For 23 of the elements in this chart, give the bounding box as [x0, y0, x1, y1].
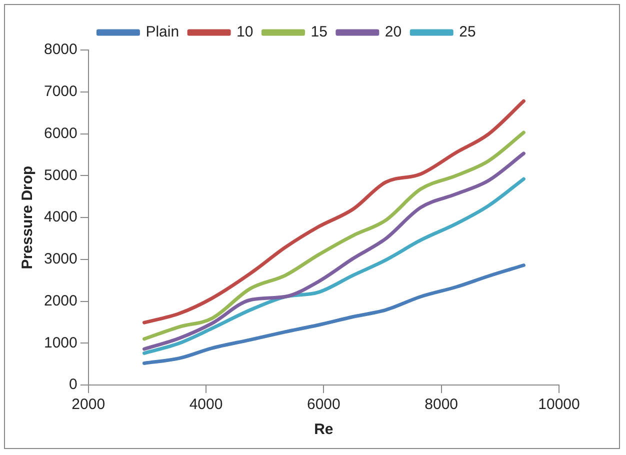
y-tick-label: 6000 [44, 124, 78, 142]
y-tick-label: 5000 [44, 166, 78, 184]
y-tick-label: 7000 [44, 83, 78, 100]
x-tick-label: 10000 [538, 396, 580, 414]
line-series [142, 99, 526, 324]
legend-label: 25 [459, 24, 476, 41]
x-tick-label: 2000 [72, 396, 106, 414]
legend-label: 20 [384, 24, 402, 41]
x-axis-title: Re [314, 421, 334, 438]
legend-label: 10 [236, 24, 254, 41]
y-tick-label: 0 [69, 376, 78, 394]
y-axis-title: Pressure Drop [19, 166, 36, 270]
y-tick-label: 1000 [44, 334, 78, 352]
x-tick-label: 6000 [306, 396, 340, 414]
y-tick-label: 2000 [44, 292, 78, 310]
legend-label: Plain [146, 24, 180, 41]
y-tick-label: 4000 [44, 208, 78, 226]
legend-label: 15 [310, 24, 328, 41]
line-series [142, 263, 526, 365]
x-tick-label: 8000 [424, 396, 458, 414]
x-tick-label: 4000 [189, 396, 223, 414]
y-tick-label: 3000 [44, 250, 78, 268]
y-tick-label: 8000 [44, 41, 78, 58]
